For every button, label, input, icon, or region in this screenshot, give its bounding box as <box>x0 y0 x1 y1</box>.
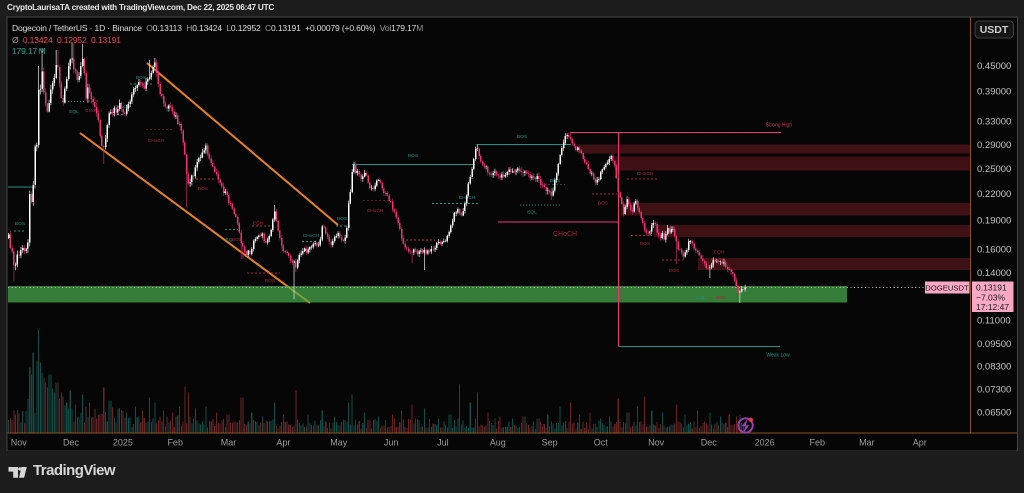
svg-text:Dec: Dec <box>63 438 80 448</box>
svg-text:CHoCH: CHoCH <box>303 233 320 239</box>
svg-text:BOS: BOS <box>337 216 347 222</box>
svg-text:Apr: Apr <box>913 438 927 448</box>
svg-text:Aug: Aug <box>490 438 506 448</box>
svg-text:0.33000: 0.33000 <box>977 117 1011 128</box>
svg-text:0.39000: 0.39000 <box>977 87 1011 98</box>
svg-text:Mar: Mar <box>859 438 875 448</box>
svg-text:USDT: USDT <box>980 24 1009 36</box>
svg-text:Mar: Mar <box>221 438 237 448</box>
svg-text:0.13191: 0.13191 <box>976 283 1007 293</box>
svg-text:CHoCH: CHoCH <box>553 231 577 238</box>
svg-text:BOS: BOS <box>136 75 146 81</box>
svg-text:0.07300: 0.07300 <box>977 385 1011 396</box>
svg-text:May: May <box>330 438 348 448</box>
svg-text:Feb: Feb <box>167 438 183 448</box>
svg-text:BOS: BOS <box>15 221 25 227</box>
svg-text:2025: 2025 <box>113 438 133 448</box>
svg-text:Nov: Nov <box>648 438 665 448</box>
svg-text:0.09500: 0.09500 <box>977 339 1011 350</box>
svg-text:CHoCH: CHoCH <box>85 108 102 114</box>
svg-text:0.29000: 0.29000 <box>977 140 1011 151</box>
svg-text:2026: 2026 <box>755 438 775 448</box>
svg-text:0.06500: 0.06500 <box>977 408 1011 419</box>
svg-text:0.14000: 0.14000 <box>977 268 1011 279</box>
svg-text:BOS: BOS <box>640 241 650 247</box>
svg-text:BOS: BOS <box>716 295 726 301</box>
svg-text:CHoCH: CHoCH <box>148 138 165 144</box>
svg-text:BOS: BOS <box>598 201 608 207</box>
svg-text:Weak Low: Weak Low <box>766 353 790 359</box>
svg-text:BOS: BOS <box>265 278 275 284</box>
svg-text:EQL: EQL <box>696 295 706 301</box>
svg-text:0.22000: 0.22000 <box>977 189 1011 200</box>
svg-text:EQ: EQ <box>226 237 233 243</box>
svg-text:Feb: Feb <box>810 438 826 448</box>
svg-text:−7.03%: −7.03% <box>976 293 1006 303</box>
svg-text:Jun: Jun <box>384 438 399 448</box>
svg-text:Dec: Dec <box>701 438 718 448</box>
svg-text:Apr: Apr <box>276 438 290 448</box>
svg-text:Oct: Oct <box>594 438 609 448</box>
svg-text:0.16000: 0.16000 <box>977 245 1011 256</box>
svg-text:BOS: BOS <box>517 134 527 140</box>
svg-text:BOS: BOS <box>198 186 208 192</box>
svg-text:Strong High: Strong High <box>766 123 793 129</box>
svg-text:Jul: Jul <box>437 438 449 448</box>
svg-text:0.11000: 0.11000 <box>977 316 1011 327</box>
svg-text:0.08300: 0.08300 <box>977 362 1011 373</box>
svg-text:Nov: Nov <box>11 438 28 448</box>
svg-text:CHoCH: CHoCH <box>367 208 384 214</box>
svg-text:CHoCH: CHoCH <box>114 104 131 110</box>
svg-text:BOS: BOS <box>408 153 418 159</box>
svg-text:DOGEUSDT: DOGEUSDT <box>925 284 969 293</box>
svg-text:EQH: EQH <box>714 250 725 256</box>
svg-text:0.19000: 0.19000 <box>977 216 1011 227</box>
svg-text:17:12:47: 17:12:47 <box>976 302 1009 312</box>
svg-text:CHoCH: CHoCH <box>637 171 654 177</box>
svg-text:BOS: BOS <box>417 250 427 256</box>
svg-text:BOS: BOS <box>232 237 242 243</box>
svg-text:BOS: BOS <box>669 268 679 274</box>
svg-text:EQL: EQL <box>527 210 537 216</box>
svg-text:EQL: EQL <box>69 109 79 115</box>
svg-text:EQH: EQH <box>253 221 264 227</box>
svg-text:0.45000: 0.45000 <box>977 61 1011 72</box>
svg-text:0.25000: 0.25000 <box>977 164 1011 175</box>
svg-text:Sep: Sep <box>542 438 558 448</box>
